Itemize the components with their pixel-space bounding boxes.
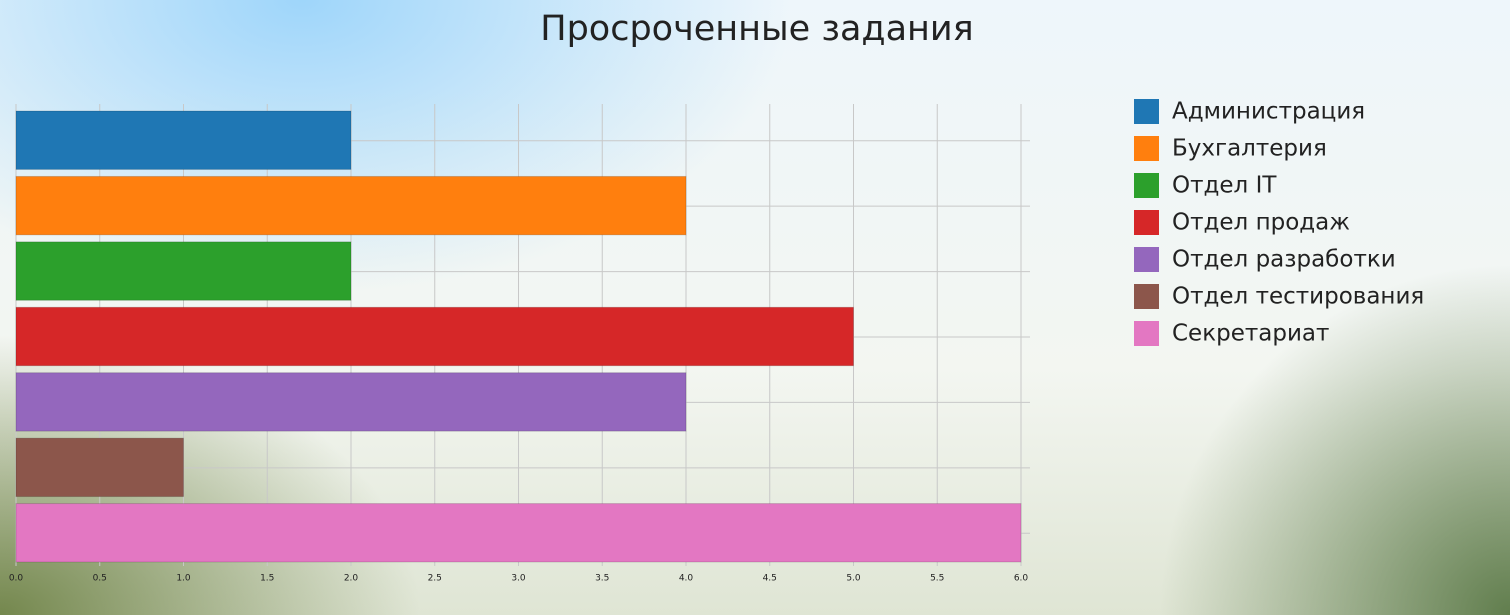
x-tick-label: 2.0: [344, 574, 359, 584]
bar: [15, 175, 687, 236]
bar: [15, 503, 1022, 563]
legend-label: Отдел разработки: [1172, 247, 1396, 273]
legend-label: Отдел IT: [1172, 173, 1277, 199]
x-tick-label: 3.0: [511, 574, 526, 584]
legend-swatch: [1134, 321, 1159, 346]
x-tick-label: 6.0: [1014, 574, 1029, 584]
legend-label: Отдел тестирования: [1172, 284, 1424, 310]
legend-swatch: [1134, 247, 1159, 272]
chart-title: Просроченные задания: [540, 9, 973, 49]
bar: [15, 110, 352, 170]
x-tick-label: 5.0: [846, 574, 861, 584]
x-tick-label: 4.5: [763, 574, 777, 584]
legend-swatch: [1134, 136, 1159, 161]
bar: [15, 306, 854, 367]
bar: [15, 437, 184, 498]
x-tick-label: 4.0: [679, 574, 694, 584]
legend-label: Секретариат: [1172, 321, 1329, 347]
legend-label: Администрация: [1172, 99, 1365, 125]
legend-swatch: [1134, 173, 1159, 198]
legend-swatch: [1134, 99, 1159, 124]
x-tick-label: 0.0: [9, 574, 24, 584]
bar: [15, 372, 687, 432]
x-tick-label: 1.5: [260, 574, 274, 584]
bar: [15, 241, 352, 301]
legend-swatch: [1134, 210, 1159, 235]
legend-swatch: [1134, 284, 1159, 309]
x-tick-label: 1.0: [176, 574, 191, 584]
legend-label: Отдел продаж: [1172, 210, 1350, 236]
x-tick-label: 2.5: [428, 574, 442, 584]
x-tick-label: 3.5: [595, 574, 609, 584]
x-tick-label: 5.5: [930, 574, 944, 584]
x-tick-label: 0.5: [93, 574, 107, 584]
legend-label: Бухгалтерия: [1172, 136, 1327, 162]
